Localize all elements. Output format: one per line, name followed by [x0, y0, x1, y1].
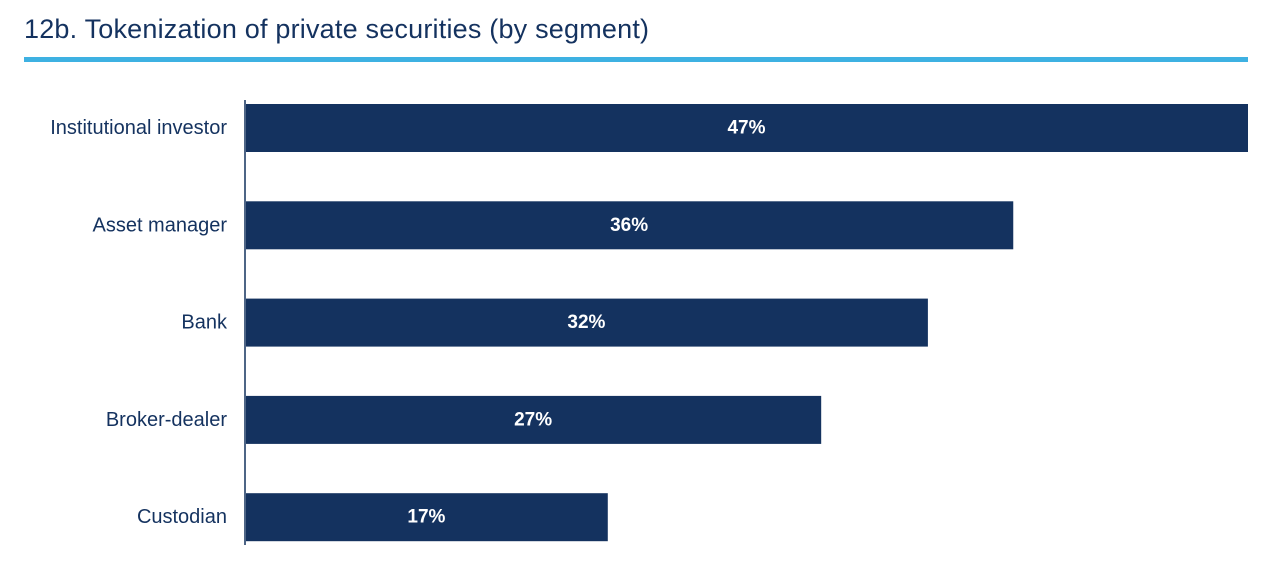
- category-label-custodian: Custodian: [137, 506, 227, 528]
- value-label-broker-dealer: 27%: [514, 409, 552, 430]
- category-label-asset-manager: Asset manager: [92, 214, 227, 236]
- title-divider: [24, 57, 1248, 62]
- value-label-institutional-investor: 47%: [727, 118, 765, 139]
- bar-institutional-investor: [246, 104, 1248, 152]
- value-labels-group: 47% 36% 32% 27% 17%: [407, 118, 765, 528]
- bar-custodian: [246, 493, 608, 542]
- bar-asset-manager: [246, 201, 1014, 250]
- category-label-institutional-investor: Institutional investor: [50, 117, 227, 139]
- value-label-custodian: 17%: [407, 507, 445, 528]
- value-label-bank: 32%: [567, 312, 605, 333]
- value-label-asset-manager: 36%: [610, 215, 648, 236]
- bar-bank: [246, 298, 928, 347]
- category-labels-group: Institutional investor Asset manager Bank B…: [50, 117, 228, 528]
- category-label-broker-dealer: Broker-dealer: [106, 409, 228, 431]
- category-label-bank: Bank: [181, 312, 228, 334]
- bar-broker-dealer: [246, 395, 822, 444]
- bars-group: [246, 104, 1248, 542]
- chart-title: 12b. Tokenization of private securities …: [24, 14, 650, 44]
